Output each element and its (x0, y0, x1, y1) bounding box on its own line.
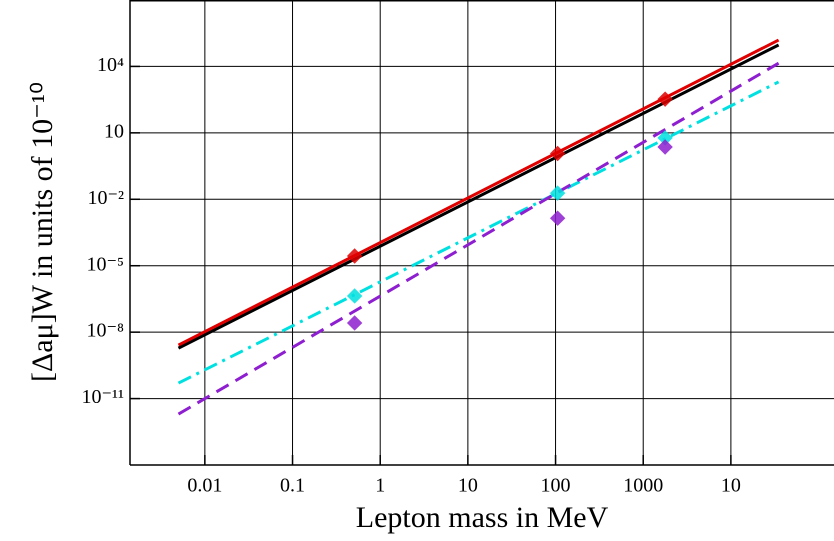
data-point (346, 288, 363, 304)
y-tick-label: 10⁻¹¹ (81, 386, 124, 408)
y-axis-title: [Δaμ]W in units of 10⁻¹⁰ (26, 82, 59, 382)
x-tick-label: 10 (458, 475, 478, 497)
data-point (549, 210, 566, 226)
y-tick-label: 10⁻⁵ (86, 253, 124, 275)
x-tick-label: 1000 (623, 475, 663, 497)
y-tick-label: 10⁻⁸ (86, 320, 124, 342)
x-axis-title: Lepton mass in MeV (356, 501, 609, 534)
grid (130, 0, 834, 465)
data-point (657, 91, 673, 107)
series-line (177, 38, 780, 347)
series-line (177, 80, 780, 385)
y-tick-label: 10⁻² (87, 187, 124, 209)
x-tick-label: 100 (541, 475, 571, 497)
data-point (549, 145, 566, 162)
data-point (549, 185, 566, 201)
plot-area (177, 38, 780, 416)
y-tick-label: 10 (104, 120, 124, 142)
x-tick-label: 1 (375, 475, 385, 497)
data-point (657, 139, 673, 155)
x-tick-label: 10 (721, 475, 741, 497)
x-tick-label: 0.01 (187, 475, 222, 497)
data-point (346, 315, 363, 331)
series-line (177, 61, 780, 416)
series-line (177, 43, 780, 350)
x-tick-label: 0.1 (280, 475, 305, 497)
y-tick-label: 10⁴ (97, 54, 124, 76)
data-point (346, 248, 363, 264)
